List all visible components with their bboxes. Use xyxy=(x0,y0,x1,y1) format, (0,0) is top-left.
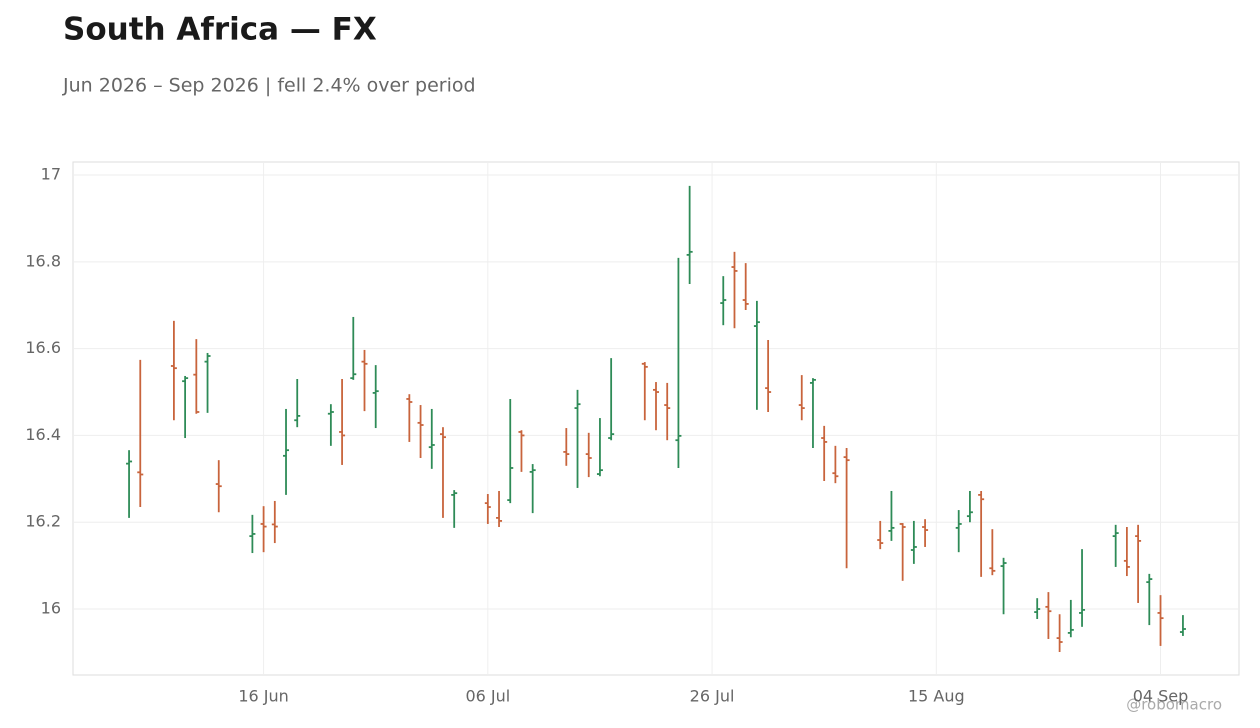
x-tick-label: 26 Jul xyxy=(690,687,735,706)
y-tick-label: 16.2 xyxy=(25,512,61,531)
chart-subtitle: Jun 2026 – Sep 2026 | fell 2.4% over per… xyxy=(62,75,476,97)
y-tick-label: 16 xyxy=(41,599,61,618)
x-tick-label: 16 Jun xyxy=(238,687,288,706)
chart-title: South Africa — FX xyxy=(63,12,377,48)
y-tick-label: 16.6 xyxy=(25,338,61,357)
y-tick-label: 16.8 xyxy=(25,251,61,270)
x-tick-label: 06 Jul xyxy=(465,687,510,706)
x-tick-label: 04 Sep xyxy=(1133,687,1189,706)
watermark: @robomacro xyxy=(1126,696,1222,714)
y-tick-label: 17 xyxy=(41,165,61,184)
x-tick-label: 15 Aug xyxy=(908,687,965,706)
y-tick-label: 16.4 xyxy=(25,425,61,444)
plot-frame xyxy=(72,161,1240,676)
